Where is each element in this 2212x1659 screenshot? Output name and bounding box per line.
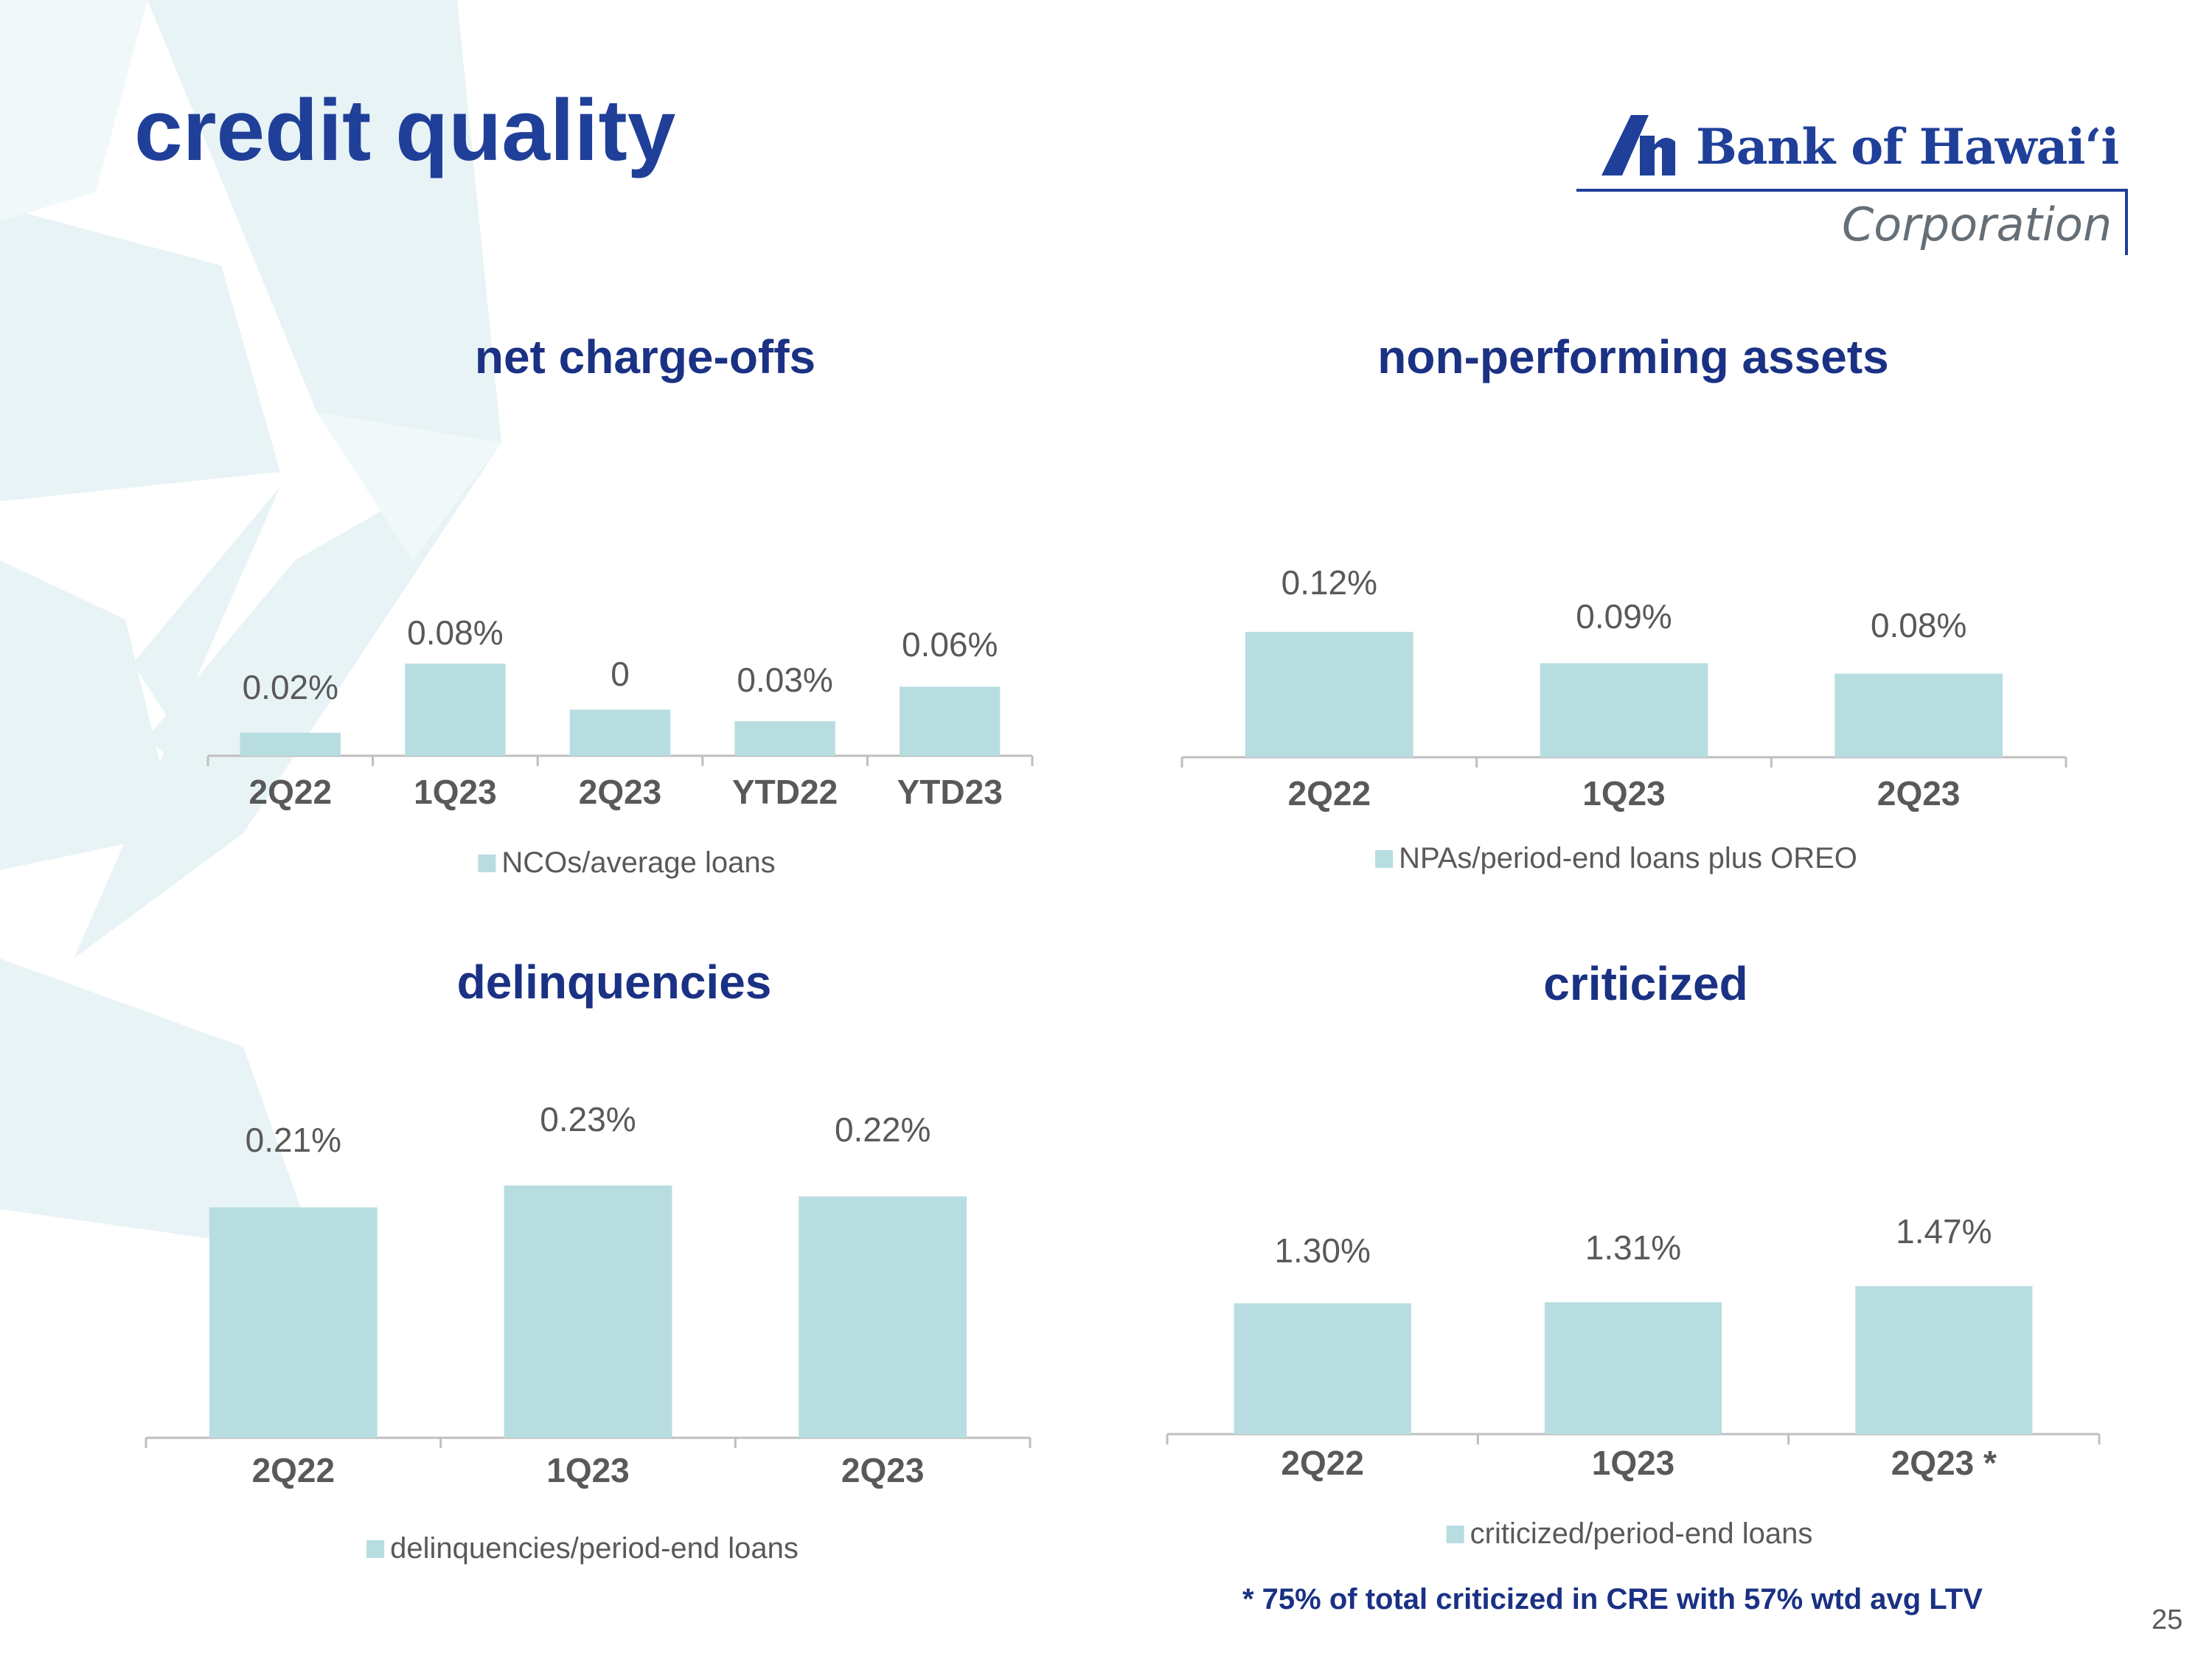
legend-label: delinquencies/period-end loans [390, 1532, 799, 1565]
legend-swatch [1446, 1525, 1464, 1543]
category-label: 1Q23 [546, 1451, 630, 1489]
data-label: 0.21% [246, 1121, 341, 1159]
category-label: 2Q22 [1288, 774, 1371, 813]
chart-title-non-performing-assets: non-performing assets [1377, 330, 1889, 383]
legend-swatch [366, 1540, 385, 1558]
chart-title-delinquencies: delinquencies [456, 956, 772, 1009]
legend-swatch [1375, 849, 1394, 868]
legend-label: NCOs/average loans [501, 846, 776, 879]
bar [240, 732, 341, 756]
category-label: 2Q22 [249, 773, 333, 811]
category-label: 1Q23 [1582, 774, 1666, 813]
bar [900, 686, 1001, 756]
data-label: 0.09% [1576, 597, 1672, 636]
chart-title-criticized: criticized [1543, 957, 1748, 1010]
page-title: credit quality [134, 82, 676, 179]
bar [1855, 1286, 2033, 1434]
legend-net-charge-offs: NCOs/average loans [478, 846, 776, 880]
bar [1544, 1302, 1722, 1434]
category-label: 2Q23 [841, 1451, 925, 1489]
legend-swatch [478, 854, 496, 872]
data-label: 0.03% [737, 661, 832, 699]
category-label: 2Q23 [1877, 774, 1961, 813]
logo-divider-vertical [2125, 189, 2128, 255]
bar [1540, 663, 1708, 757]
bar [504, 1185, 672, 1438]
bar [569, 709, 671, 756]
bank-logo-subtitle: Corporation [1842, 198, 2112, 251]
legend-criticized: criticized/period-end loans [1446, 1517, 1813, 1551]
data-label: 1.30% [1274, 1231, 1370, 1270]
data-label: 0.08% [407, 613, 503, 652]
data-label: 0.12% [1281, 563, 1377, 602]
bar [405, 664, 506, 756]
category-label: 2Q23 [579, 773, 662, 811]
legend-non-performing-assets: NPAs/period-end loans plus OREO [1375, 842, 1857, 875]
data-label: 0.06% [902, 625, 998, 664]
category-label: YTD23 [897, 773, 1003, 811]
bar [1234, 1303, 1411, 1434]
bar [1245, 631, 1413, 757]
bank-logo: Bank of Hawai‘i Corporation [1571, 103, 2138, 265]
bar [1834, 673, 2003, 757]
legend-label: NPAs/period-end loans plus OREO [1399, 842, 1857, 874]
page-number: 25 [2152, 1604, 2183, 1635]
category-label: 2Q22 [252, 1451, 335, 1489]
criticized-footnote: * 75% of total criticized in CRE with 57… [1242, 1583, 1983, 1615]
data-label: 1.47% [1896, 1212, 1992, 1251]
bank-logo-name: Bank of Hawai‘i [1696, 118, 2119, 175]
category-label: 1Q23 [1592, 1444, 1675, 1482]
data-label: 0 [611, 655, 630, 693]
bar [209, 1207, 378, 1438]
data-label: 0.23% [540, 1100, 636, 1138]
data-label: 0.08% [1871, 606, 1966, 644]
logo-divider [1576, 189, 2128, 192]
category-label: 2Q22 [1281, 1444, 1364, 1482]
bank-logo-mark-icon [1601, 115, 1675, 175]
legend-delinquencies: delinquencies/period-end loans [366, 1532, 799, 1565]
legend-label: criticized/period-end loans [1470, 1517, 1813, 1550]
category-label: 2Q23 * [1891, 1444, 1997, 1482]
data-label: 0.22% [835, 1110, 931, 1149]
bar [734, 721, 835, 756]
data-label: 0.02% [243, 668, 338, 706]
bar [799, 1196, 967, 1438]
chart-title-net-charge-offs: net charge-offs [474, 330, 816, 383]
data-label: 1.31% [1585, 1228, 1681, 1267]
category-label: YTD22 [732, 773, 838, 811]
category-label: 1Q23 [414, 773, 497, 811]
